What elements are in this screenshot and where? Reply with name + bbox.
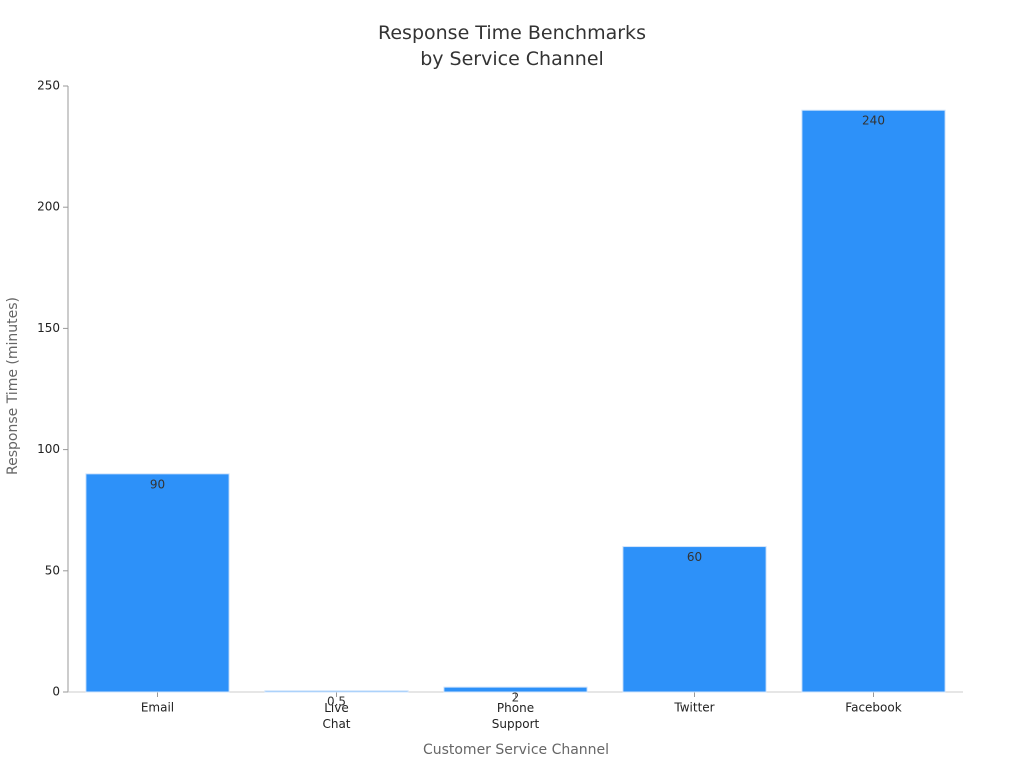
chart-title: Response Time Benchmarks by Service Chann… [378,22,646,70]
x-tick-label: Phone Support [492,701,540,731]
y-tick-label: 150 [37,321,60,335]
bar [264,690,409,693]
bar [443,686,588,693]
value-label: 60 [687,550,702,564]
y-tick-label: 50 [45,563,60,577]
y-tick-label: 200 [37,200,60,214]
value-label: 2 [512,691,520,705]
x-tick-label: Live Chat [322,701,350,731]
y-axis-label: Response Time (minutes) [5,297,21,475]
y-tick-label: 0 [52,685,60,699]
bar [622,546,767,693]
value-label: 90 [150,477,165,491]
x-tick-label: Facebook [845,701,901,715]
y-tick-label: 250 [37,79,60,93]
x-tick-label: Email [141,701,174,715]
y-tick-label: 100 [37,442,60,456]
value-label: 0.5 [327,694,346,708]
value-label: 240 [862,114,885,128]
x-axis-label: Customer Service Channel [423,742,609,758]
bar [85,473,230,693]
bar [801,109,946,693]
x-tick-label: Twitter [673,701,714,715]
